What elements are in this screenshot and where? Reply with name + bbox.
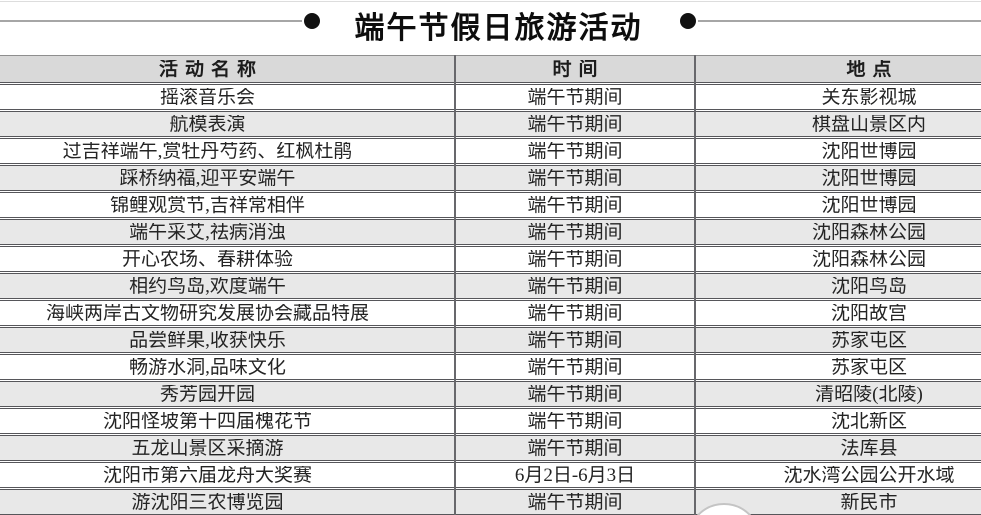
table-row: 游沈阳三农博览园 端午节期间 新民市 [0, 489, 981, 515]
activity-cell: 踩桥纳福,迎平安端午 [119, 168, 296, 188]
location-cell: 沈阳鸟岛 [830, 276, 907, 296]
table-row: 品尝鲜果,收获快乐 端午节期间 苏家屯区 [0, 327, 981, 353]
table-row: 端午采艾,祛病消浊 端午节期间 沈阳森林公园 [0, 219, 981, 245]
location-cell: 新民市 [840, 492, 898, 512]
time-cell: 端午节期间 [527, 276, 623, 296]
activity-cell: 端午采艾,祛病消浊 [129, 222, 286, 242]
time-cell: 端午节期间 [527, 141, 623, 161]
time-cell: 端午节期间 [527, 222, 623, 242]
activity-cell: 锦鲤观赏节,吉祥常相伴 [110, 195, 305, 215]
activity-cell: 相约鸟岛,欢度端午 [129, 276, 286, 296]
location-cell: 沈阳故宫 [830, 303, 907, 323]
activity-cell: 过吉祥端午,赏牡丹芍药、红枫杜鹃 [62, 141, 353, 161]
time-cell: 端午节期间 [527, 492, 623, 512]
location-cell: 沈阳世博园 [821, 168, 917, 188]
table-row: 锦鲤观赏节,吉祥常相伴 端午节期间 沈阳世博园 [0, 192, 981, 218]
table-row: 五龙山景区采摘游 端午节期间 法库县 [0, 435, 981, 461]
activity-cell: 五龙山景区采摘游 [131, 438, 284, 458]
table-row: 开心农场、春耕体验 端午节期间 沈阳森林公园 [0, 246, 981, 272]
table-row: 航模表演 端午节期间 棋盘山景区内 [0, 111, 981, 137]
time-cell: 端午节期间 [527, 87, 623, 107]
time-cell: 端午节期间 [527, 114, 623, 134]
location-cell: 沈阳世博园 [821, 141, 917, 161]
bullet-dot-icon [304, 13, 320, 29]
time-cell: 端午节期间 [527, 168, 623, 188]
table-row: 沈阳市第六届龙舟大奖赛 6月2日-6月3日 沈水湾公园公开水域 [0, 462, 981, 488]
time-cell: 6月2日-6月3日 [514, 465, 636, 485]
location-cell: 法库县 [840, 438, 898, 458]
top-hairline [0, 1, 981, 2]
title-rule-left [0, 20, 302, 22]
table-row: 海峡两岸古文物研究发展协会藏品特展 端午节期间 沈阳故宫 [0, 300, 981, 326]
title-bar: 端午节假日旅游活动 [0, 0, 981, 55]
page-title: 端午节假日旅游活动 [354, 12, 643, 45]
location-cell: 清昭陵(北陵) [815, 384, 923, 404]
activity-cell: 游沈阳三农博览园 [131, 492, 284, 512]
location-cell: 沈阳森林公园 [811, 249, 926, 269]
time-cell: 端午节期间 [527, 384, 623, 404]
time-cell: 端午节期间 [527, 303, 623, 323]
activity-cell: 摇滚音乐会 [159, 87, 255, 107]
column-divider [694, 55, 696, 515]
column-header-location: 地点 [846, 59, 899, 79]
location-cell: 关东影视城 [821, 87, 917, 107]
activity-cell: 开心农场、春耕体验 [121, 249, 293, 269]
time-cell: 端午节期间 [527, 438, 623, 458]
column-divider [454, 55, 456, 515]
activities-table: 活动名称 时间 地点 摇滚音乐会 端午节期间 关东影视城 航模表演 端午节期间 … [0, 55, 981, 515]
table-header-row: 活动名称 时间 地点 [0, 55, 981, 83]
location-cell: 棋盘山景区内 [811, 114, 926, 134]
location-cell: 沈北新区 [830, 411, 907, 431]
activity-cell: 秀芳园开园 [159, 384, 255, 404]
table-row: 沈阳怪坡第十四届槐花节 端午节期间 沈北新区 [0, 408, 981, 434]
table-row: 过吉祥端午,赏牡丹芍药、红枫杜鹃 端午节期间 沈阳世博园 [0, 138, 981, 164]
location-cell: 沈阳世博园 [821, 195, 917, 215]
activity-cell: 畅游水洞,品味文化 [129, 357, 286, 377]
table-body: 摇滚音乐会 端午节期间 关东影视城 航模表演 端午节期间 棋盘山景区内 过吉祥端… [0, 84, 981, 515]
location-cell: 沈阳森林公园 [811, 222, 926, 242]
time-cell: 端午节期间 [527, 330, 623, 350]
activity-cell: 航模表演 [169, 114, 246, 134]
time-cell: 端午节期间 [527, 357, 623, 377]
time-cell: 端午节期间 [527, 195, 623, 215]
activity-cell: 海峡两岸古文物研究发展协会藏品特展 [45, 303, 369, 323]
activity-cell: 沈阳怪坡第十四届槐花节 [102, 411, 312, 431]
table-row: 踩桥纳福,迎平安端午 端午节期间 沈阳世博园 [0, 165, 981, 191]
activity-cell: 沈阳市第六届龙舟大奖赛 [102, 465, 312, 485]
location-cell: 苏家屯区 [830, 330, 907, 350]
table-row: 相约鸟岛,欢度端午 端午节期间 沈阳鸟岛 [0, 273, 981, 299]
table-row: 摇滚音乐会 端午节期间 关东影视城 [0, 84, 981, 110]
column-header-activity: 活动名称 [158, 59, 263, 79]
title-rule-right [698, 20, 981, 22]
time-cell: 端午节期间 [527, 411, 623, 431]
table-row: 秀芳园开园 端午节期间 清昭陵(北陵) [0, 381, 981, 407]
table-row: 畅游水洞,品味文化 端午节期间 苏家屯区 [0, 354, 981, 380]
location-cell: 苏家屯区 [830, 357, 907, 377]
location-cell: 沈水湾公园公开水域 [783, 465, 955, 485]
time-cell: 端午节期间 [527, 249, 623, 269]
column-header-time: 时间 [552, 59, 605, 79]
activity-cell: 品尝鲜果,收获快乐 [129, 330, 286, 350]
bullet-dot-icon [680, 13, 696, 29]
